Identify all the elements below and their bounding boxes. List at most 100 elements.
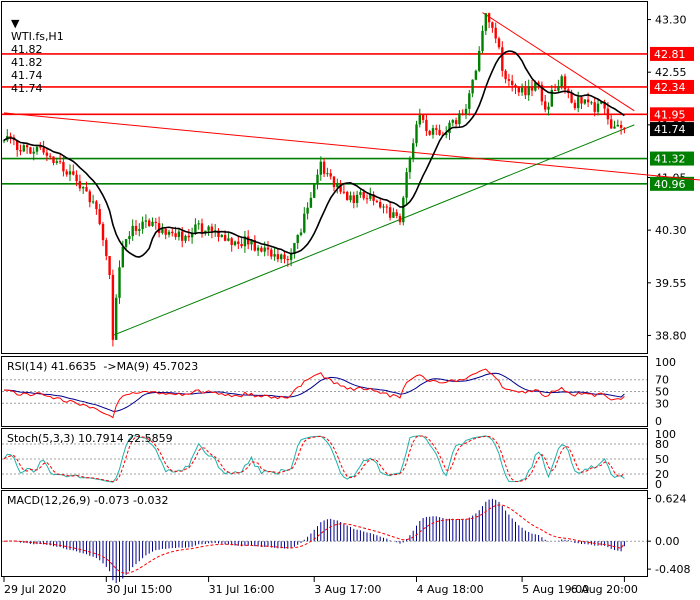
candle-body xyxy=(121,246,124,268)
candle-body xyxy=(299,232,303,235)
candle-body xyxy=(445,133,448,136)
time-tick-label: 31 Jul 16:00 xyxy=(209,583,275,596)
candle-body xyxy=(557,86,560,91)
candle-body xyxy=(534,82,537,91)
candle-body xyxy=(9,135,12,138)
candle-body xyxy=(65,171,68,175)
time-axis: 29 Jul 2020 30 Jul 15:00 31 Jul 16:00 3 Aug… xyxy=(3,577,638,596)
candle-body xyxy=(577,97,580,109)
candle-body xyxy=(16,140,19,151)
level-tag-label: 42.34 xyxy=(654,81,686,94)
candle-body xyxy=(514,84,517,88)
dropdown-triangle-icon[interactable]: ▼ xyxy=(11,17,20,30)
candle-body xyxy=(200,223,204,234)
candle-body xyxy=(55,161,58,163)
stoch-tick-label: 100 xyxy=(655,428,676,441)
candle-body xyxy=(263,247,266,252)
candle-body xyxy=(580,97,583,104)
candle-body xyxy=(52,156,55,163)
candle-body xyxy=(388,207,392,218)
candle-body xyxy=(118,267,121,298)
candle-body xyxy=(72,171,75,175)
current-price-label: 41.74 xyxy=(654,123,686,136)
candle-body xyxy=(303,213,306,233)
candle-body xyxy=(29,147,32,154)
price-tick-label: 38.80 xyxy=(655,329,687,342)
candle-body xyxy=(369,194,372,199)
candle-body xyxy=(448,122,451,134)
candle-body xyxy=(2,140,6,142)
candle-body xyxy=(524,87,527,96)
rsi-tick-label: 70 xyxy=(655,374,669,387)
trend-line-ascending xyxy=(112,124,635,336)
candle-body xyxy=(346,191,349,201)
candle-body xyxy=(438,129,441,135)
candle-body xyxy=(339,183,342,192)
candle-body xyxy=(326,173,329,175)
candle-body xyxy=(355,194,359,204)
candle-body xyxy=(289,253,293,261)
candle-body xyxy=(124,239,128,247)
level-tag-label: 42.81 xyxy=(654,48,686,61)
stoch-tick-label: 80 xyxy=(655,438,669,451)
time-tick-label: 4 Aug 18:00 xyxy=(417,583,484,596)
candle-body xyxy=(32,151,35,154)
candle-body xyxy=(134,225,138,231)
candle-body xyxy=(128,236,131,240)
candle-body xyxy=(586,99,590,103)
candle-body xyxy=(85,187,88,192)
candle-body xyxy=(247,236,250,245)
candle-body xyxy=(544,101,547,110)
candle-body xyxy=(530,86,534,91)
high-value: 41.82 xyxy=(11,56,43,69)
candle-body xyxy=(375,200,379,202)
candle-body xyxy=(253,239,256,251)
candle-body xyxy=(583,99,586,104)
stoch-tick-label: 50 xyxy=(655,453,669,466)
candle-body xyxy=(365,198,369,200)
candle-body xyxy=(187,235,190,238)
candle-body xyxy=(309,197,313,208)
candle-body xyxy=(603,101,606,109)
candle-body xyxy=(418,115,421,125)
candle-body xyxy=(461,113,464,115)
trend-line-descending xyxy=(3,112,700,181)
macd-tick-label: -0.408 xyxy=(655,563,690,576)
candle-body xyxy=(210,226,214,232)
level-tag-support xyxy=(650,176,694,191)
candle-body xyxy=(82,187,85,189)
rsi-tick-label: 50 xyxy=(655,386,669,399)
candle-body xyxy=(359,192,362,195)
candle-body xyxy=(154,221,157,224)
candle-body xyxy=(101,223,105,241)
candle-body xyxy=(78,181,82,189)
candle-body xyxy=(408,158,412,173)
candle-body xyxy=(171,231,174,234)
candle-body xyxy=(547,106,550,110)
candle-body xyxy=(91,201,95,203)
candle-body xyxy=(88,191,91,203)
candle-body xyxy=(184,235,187,241)
candle-body xyxy=(405,172,408,198)
candle-body xyxy=(157,223,161,233)
candle-body xyxy=(316,174,319,185)
candle-body xyxy=(412,143,415,159)
candle-body xyxy=(230,238,233,245)
price-tick-label: 43.30 xyxy=(655,14,687,27)
candle-body xyxy=(520,87,524,93)
stoch-tick-label: 20 xyxy=(655,468,669,481)
candle-body xyxy=(501,47,504,71)
candle-body xyxy=(217,230,220,237)
candle-body xyxy=(382,206,385,208)
candle-body xyxy=(606,108,610,120)
candle-body xyxy=(45,152,49,156)
candle-body xyxy=(553,89,557,91)
candle-body xyxy=(115,297,118,340)
candle-body xyxy=(610,119,613,129)
candle-body xyxy=(223,234,227,241)
candle-body xyxy=(144,220,148,222)
candle-body xyxy=(362,192,365,199)
price-panel: 43.3042.5541.8041.0540.3039.5538.8042.81… xyxy=(2,12,700,347)
